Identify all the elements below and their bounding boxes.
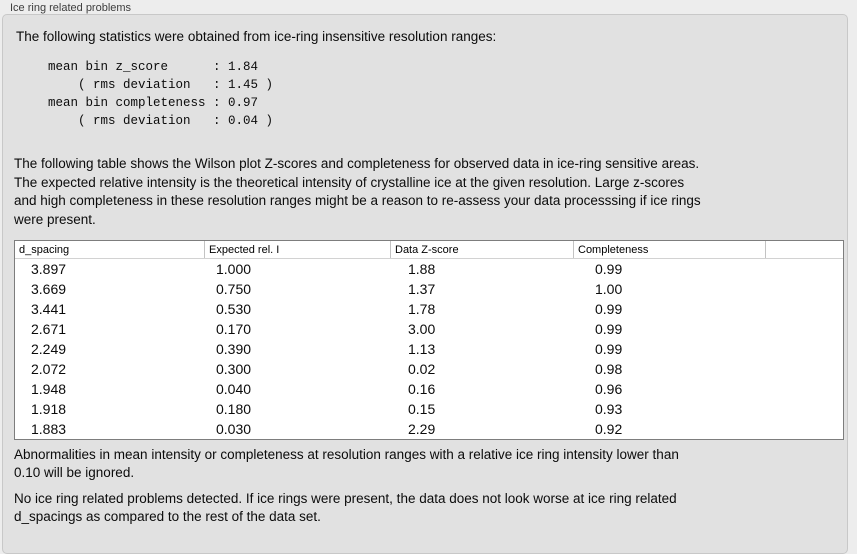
stats-intro-text: The following statistics were obtained f…	[16, 29, 497, 44]
cell-data-z-score: 2.29	[408, 421, 436, 437]
table-row[interactable]: 3.897 1.000 1.88 0.99	[15, 259, 843, 279]
table-row[interactable]: 2.249 0.390 1.13 0.99	[15, 339, 843, 359]
cell-data-z-score: 0.15	[408, 401, 436, 417]
cell-d-spacing: 3.897	[31, 261, 67, 277]
cell-completeness: 0.93	[595, 401, 623, 417]
cell-expected-rel-i: 1.000	[216, 261, 252, 277]
cell-data-z-score: 1.37	[408, 281, 436, 297]
cell-completeness: 0.99	[595, 341, 623, 357]
cell-completeness: 1.00	[595, 281, 623, 297]
table-row[interactable]: 3.669 0.750 1.37 1.00	[15, 279, 843, 299]
cell-expected-rel-i: 0.300	[216, 361, 252, 377]
cell-completeness: 0.96	[595, 381, 623, 397]
column-header-completeness[interactable]: Completeness	[574, 241, 766, 258]
cell-d-spacing: 3.669	[31, 281, 67, 297]
table-row[interactable]: 2.671 0.170 3.00 0.99	[15, 319, 843, 339]
cell-empty	[766, 379, 843, 399]
cell-empty	[766, 339, 843, 359]
table-body: 3.897 1.000 1.88 0.99 3.669 0.750 1.37 1…	[15, 259, 843, 439]
table-header-row: d_spacing Expected rel. I Data Z-score C…	[15, 241, 843, 259]
cell-data-z-score: 1.88	[408, 261, 436, 277]
cell-empty	[766, 279, 843, 299]
cell-empty	[766, 419, 843, 439]
cell-expected-rel-i: 0.180	[216, 401, 252, 417]
cell-completeness: 0.98	[595, 361, 623, 377]
table-row[interactable]: 3.441 0.530 1.78 0.99	[15, 299, 843, 319]
column-header-d-spacing[interactable]: d_spacing	[15, 241, 205, 258]
cell-d-spacing: 1.948	[31, 381, 67, 397]
table-row[interactable]: 2.072 0.300 0.02 0.98	[15, 359, 843, 379]
stats-block: mean bin z_score : 1.84 ( rms deviation …	[48, 60, 274, 128]
cell-d-spacing: 2.671	[31, 321, 67, 337]
cell-data-z-score: 3.00	[408, 321, 436, 337]
cell-completeness: 0.99	[595, 321, 623, 337]
table-description-text: The following table shows the Wilson plo…	[14, 156, 701, 227]
cell-data-z-score: 1.78	[408, 301, 436, 317]
panel-title: Ice ring related problems	[10, 2, 132, 14]
table-row[interactable]: 1.948 0.040 0.16 0.96	[15, 379, 843, 399]
cell-empty	[766, 259, 843, 279]
cell-d-spacing: 2.249	[31, 341, 67, 357]
cell-expected-rel-i: 0.040	[216, 381, 252, 397]
cell-empty	[766, 319, 843, 339]
table-row[interactable]: 1.918 0.180 0.15 0.93	[15, 399, 843, 419]
cell-empty	[766, 399, 843, 419]
cell-empty	[766, 299, 843, 319]
cell-data-z-score: 0.16	[408, 381, 436, 397]
column-header-expected-rel-i[interactable]: Expected rel. I	[205, 241, 391, 258]
cell-completeness: 0.99	[595, 261, 623, 277]
conclusion-text: No ice ring related problems detected. I…	[14, 491, 677, 524]
column-header-data-z-score[interactable]: Data Z-score	[391, 241, 574, 258]
cell-completeness: 0.99	[595, 301, 623, 317]
cell-completeness: 0.92	[595, 421, 623, 437]
cell-data-z-score: 0.02	[408, 361, 436, 377]
column-header-empty[interactable]	[766, 241, 843, 258]
cell-d-spacing: 1.883	[31, 421, 67, 437]
cell-data-z-score: 1.13	[408, 341, 436, 357]
cell-d-spacing: 2.072	[31, 361, 67, 377]
cell-d-spacing: 3.441	[31, 301, 67, 317]
cell-expected-rel-i: 0.170	[216, 321, 252, 337]
ice-ring-table[interactable]: d_spacing Expected rel. I Data Z-score C…	[14, 240, 844, 440]
cell-expected-rel-i: 0.530	[216, 301, 252, 317]
cell-empty	[766, 359, 843, 379]
table-row[interactable]: 1.883 0.030 2.29 0.92	[15, 419, 843, 439]
cell-expected-rel-i: 0.030	[216, 421, 252, 437]
cell-d-spacing: 1.918	[31, 401, 67, 417]
cell-expected-rel-i: 0.750	[216, 281, 252, 297]
cell-expected-rel-i: 0.390	[216, 341, 252, 357]
ignore-threshold-note-text: Abnormalities in mean intensity or compl…	[14, 447, 679, 480]
